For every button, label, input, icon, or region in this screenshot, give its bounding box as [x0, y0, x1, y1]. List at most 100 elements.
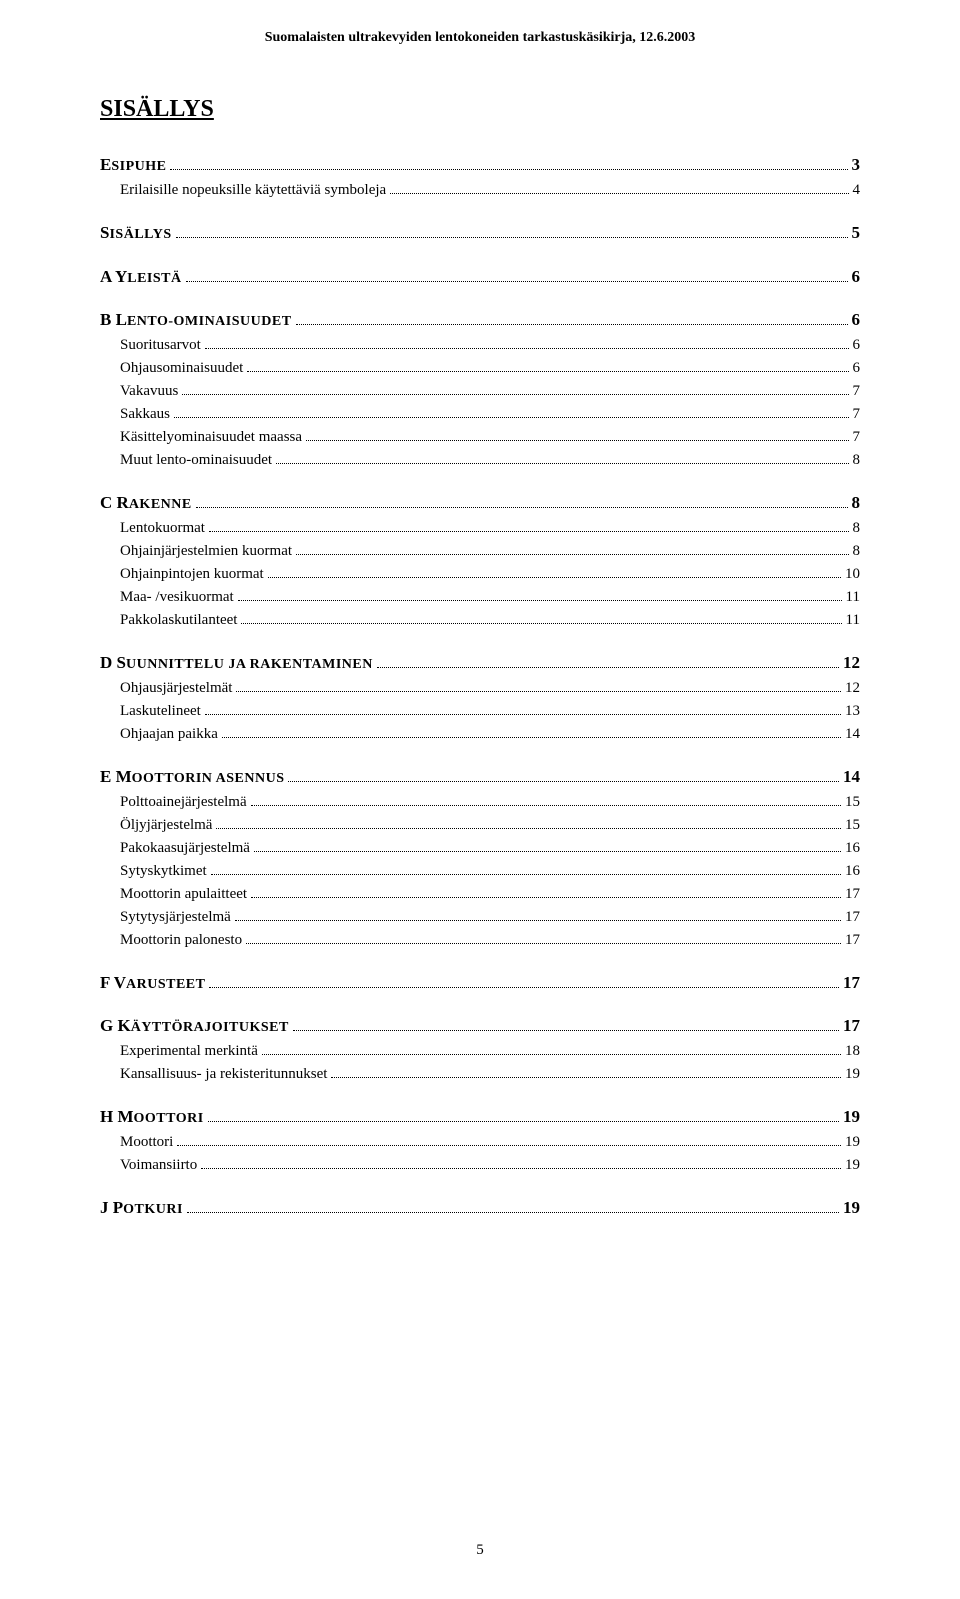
toc-label: H MOOTTORI: [100, 1105, 204, 1129]
toc-dots: [176, 237, 848, 238]
toc-label: Polttoainejärjestelmä: [120, 792, 247, 813]
toc-entry-level2: Suoritusarvot 6: [120, 335, 860, 356]
toc-label: Sytyskytkimet: [120, 861, 207, 882]
page-number: 5: [476, 1542, 484, 1559]
toc-entry-level2: Voimansiirto 19: [120, 1155, 860, 1176]
toc-page: 8: [853, 450, 861, 471]
toc-dots: [205, 714, 841, 715]
toc-dots: [331, 1077, 841, 1078]
toc-section: B LENTO-OMINAISUUDET 6 Suoritusarvot 6 Ohjau…: [100, 308, 860, 471]
toc-dots: [390, 193, 848, 194]
toc-dots: [377, 667, 839, 668]
toc-label: Erilaisille nopeuksille käytettäviä symb…: [120, 180, 386, 201]
toc-page: 12: [843, 651, 860, 675]
toc-label: Käsittelyominaisuudet maassa: [120, 427, 302, 448]
toc-entry-level1: D SUUNNITTELU JA RAKENTAMINEN 12: [100, 651, 860, 675]
toc-label: D SUUNNITTELU JA RAKENTAMINEN: [100, 651, 373, 675]
toc-dots: [247, 371, 848, 372]
toc-page: 17: [845, 907, 860, 928]
toc-entry-level2: Polttoainejärjestelmä15: [120, 792, 860, 813]
toc-label: C RAKENNE: [100, 491, 192, 515]
toc-entry-level1: ESIPUHE3: [100, 153, 860, 177]
toc-section: SISÄLLYS5: [100, 221, 860, 245]
toc-label: B LENTO-OMINAISUUDET: [100, 308, 292, 332]
toc-label: Ohjausominaisuudet: [120, 358, 243, 379]
toc-label: Vakavuus: [120, 381, 178, 402]
toc-label: Maa- /vesikuormat: [120, 587, 234, 608]
toc-page: 6: [853, 335, 861, 356]
toc-entry-level2: Lentokuormat8: [120, 518, 860, 539]
toc-label: Kansallisuus- ja rekisteritunnukset: [120, 1064, 327, 1085]
toc-page: 15: [845, 815, 860, 836]
toc-entry-level1: G KÄYTTÖRAJOITUKSET 17: [100, 1014, 860, 1038]
toc-dots: [211, 874, 841, 875]
toc-label: ESIPUHE: [100, 153, 166, 177]
toc-label: Sakkaus: [120, 404, 170, 425]
toc-dots: [251, 805, 841, 806]
toc-page: 14: [845, 724, 860, 745]
toc-page: 18: [845, 1041, 860, 1062]
toc-label: Pakokaasujärjestelmä: [120, 838, 250, 859]
toc-dots: [209, 531, 849, 532]
toc-section: C RAKENNE8Lentokuormat8Ohjainjärjestelmi…: [100, 491, 860, 631]
toc-label: Sytytysjärjestelmä: [120, 907, 231, 928]
toc-entry-level2: Moottorin palonesto17: [120, 930, 860, 951]
toc-entry-level2: Pakkolaskutilanteet11: [120, 610, 860, 631]
toc-dots: [222, 737, 841, 738]
toc-entry-level1: J POTKURI19: [100, 1196, 860, 1220]
toc-page: 19: [845, 1155, 860, 1176]
toc-dots: [293, 1030, 839, 1031]
toc-container: ESIPUHE3 Erilaisille nopeuksille käytettä…: [100, 153, 860, 1220]
toc-page: 6: [852, 308, 861, 332]
toc-page: 6: [853, 358, 861, 379]
toc-entry-level1: E MOOTTORIN ASENNUS14: [100, 765, 860, 789]
toc-label: Öljyjärjestelmä: [120, 815, 212, 836]
toc-entry-level1: F VARUSTEET17: [100, 971, 860, 995]
toc-entry-level2: Moottori19: [120, 1132, 860, 1153]
toc-page: 11: [846, 587, 860, 608]
toc-dots: [170, 169, 847, 170]
toc-label: E MOOTTORIN ASENNUS: [100, 765, 284, 789]
toc-page: 7: [853, 404, 861, 425]
toc-dots: [251, 897, 841, 898]
toc-dots: [268, 577, 841, 578]
toc-page: 16: [845, 838, 860, 859]
toc-entry-level2: Sytyskytkimet16: [120, 861, 860, 882]
toc-page: 7: [853, 381, 861, 402]
toc-label: Moottori: [120, 1132, 173, 1153]
toc-page: 13: [845, 701, 860, 722]
toc-dots: [254, 851, 841, 852]
toc-label: G KÄYTTÖRAJOITUKSET: [100, 1014, 289, 1038]
toc-section: E MOOTTORIN ASENNUS14 Polttoainejärjestel…: [100, 765, 860, 951]
toc-entry-level2: Maa- /vesikuormat 11: [120, 587, 860, 608]
toc-entry-level2: Pakokaasujärjestelmä 16: [120, 838, 860, 859]
toc-label: Lentokuormat: [120, 518, 205, 539]
toc-entry-level1: A YLEISTÄ6: [100, 265, 860, 289]
toc-page: 8: [853, 541, 861, 562]
toc-label: Ohjainjärjestelmien kuormat: [120, 541, 292, 562]
toc-label: Suoritusarvot: [120, 335, 201, 356]
toc-section: H MOOTTORI 19Moottori19Voimansiirto 19: [100, 1105, 860, 1176]
toc-page: 6: [852, 265, 861, 289]
toc-page: 4: [853, 180, 861, 201]
toc-label: Laskutelineet: [120, 701, 201, 722]
toc-dots: [262, 1054, 841, 1055]
toc-entry-level2: Experimental merkintä18: [120, 1041, 860, 1062]
toc-page: 19: [843, 1196, 860, 1220]
toc-dots: [187, 1212, 839, 1213]
toc-entry-level2: Moottorin apulaitteet17: [120, 884, 860, 905]
toc-dots: [246, 943, 841, 944]
toc-dots: [186, 281, 848, 282]
toc-entry-level2: Muut lento-ominaisuudet8: [120, 450, 860, 471]
toc-dots: [177, 1145, 841, 1146]
toc-dots: [236, 691, 841, 692]
toc-page: 8: [852, 491, 861, 515]
toc-label: Ohjaajan paikka: [120, 724, 218, 745]
toc-entry-level1: SISÄLLYS5: [100, 221, 860, 245]
toc-label: Moottorin palonesto: [120, 930, 242, 951]
toc-page: 17: [843, 1014, 860, 1038]
toc-page: 17: [845, 884, 860, 905]
toc-label: Voimansiirto: [120, 1155, 197, 1176]
toc-dots: [296, 324, 848, 325]
toc-section: ESIPUHE3 Erilaisille nopeuksille käytettä…: [100, 153, 860, 201]
